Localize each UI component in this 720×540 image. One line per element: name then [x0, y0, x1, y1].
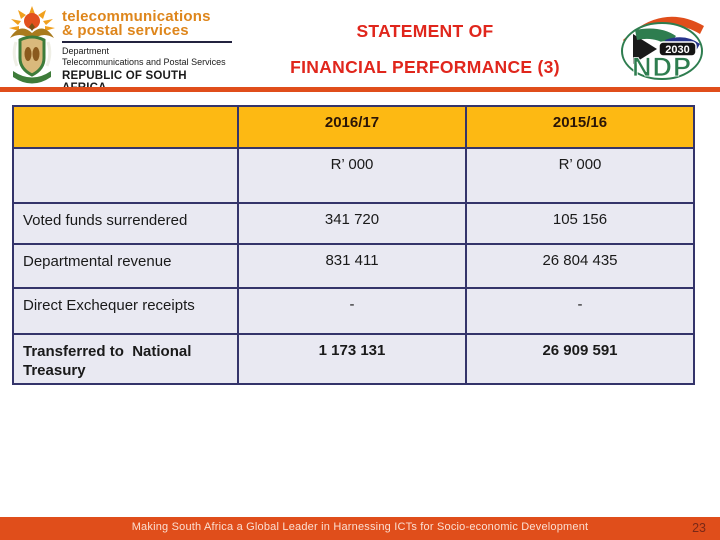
slide-title-line2: FINANCIAL PERFORMANCE (3)	[290, 57, 560, 77]
table-row-direct-exchequer: Direct Exchequer receipts - -	[12, 287, 695, 335]
footer-bar: Making South Africa a Global Leader in H…	[0, 517, 720, 540]
unit-cell-2015-16: R’ 000	[465, 147, 695, 204]
footer-slogan: Making South Africa a Global Leader in H…	[131, 521, 589, 533]
header-cell-2016-17: 2016/17	[237, 105, 467, 149]
unit-cell-empty	[12, 147, 239, 204]
table-row-transferred-national-treasury: Transferred to National Treasury 1 173 1…	[12, 333, 695, 385]
header-cell-2015-16: 2015/16	[465, 105, 695, 149]
table-header-row: 2016/17 2015/16	[12, 105, 695, 149]
row-value-2015-16: -	[465, 287, 695, 335]
row-value-2016-17: 831 411	[237, 243, 467, 289]
row-value-2015-16: 26 804 435	[465, 243, 695, 289]
row-value-2016-17: 341 720	[237, 202, 467, 245]
row-value-2015-16: 105 156	[465, 202, 695, 245]
row-value-2015-16: 26 909 591	[465, 333, 695, 385]
ndp-label-text: NDP	[632, 52, 692, 82]
slide-title: STATEMENT OF FINANCIAL PERFORMANCE (3)	[240, 13, 610, 85]
row-value-2016-17: -	[237, 287, 467, 335]
dept-line1: telecommunications	[62, 8, 211, 25]
slide-title-line1: STATEMENT OF	[356, 21, 494, 41]
dept-sub1: Department	[62, 46, 110, 56]
financial-performance-table: 2016/17 2015/16 R’ 000 R’ 000 Voted fund…	[12, 105, 695, 385]
department-wordmark: telecommunications & postal services Dep…	[62, 8, 234, 94]
table-row-departmental-revenue: Departmental revenue 831 411 26 804 435	[12, 243, 695, 289]
row-label: Direct Exchequer receipts	[12, 287, 239, 335]
table-row-voted-funds: Voted funds surrendered 341 720 105 156	[12, 202, 695, 245]
ndp-2030-logo: 2030 NDP	[621, 16, 704, 82]
coat-of-arms-icon	[9, 6, 55, 84]
table-unit-row: R’ 000 R’ 000	[12, 147, 695, 204]
dept-sub2: Telecommunications and Postal Services	[62, 57, 226, 67]
row-label: Voted funds surrendered	[12, 202, 239, 245]
dept-line2: & postal services	[62, 22, 189, 39]
dept-divider	[62, 41, 232, 43]
header-cell-empty	[12, 105, 239, 149]
page-number: 23	[692, 521, 706, 535]
row-label: Transferred to National Treasury	[12, 333, 239, 385]
unit-cell-2016-17: R’ 000	[237, 147, 467, 204]
ndp-year-text: 2030	[665, 44, 689, 56]
row-label: Departmental revenue	[12, 243, 239, 289]
row-value-2016-17: 1 173 131	[237, 333, 467, 385]
header-divider-line	[0, 87, 720, 92]
